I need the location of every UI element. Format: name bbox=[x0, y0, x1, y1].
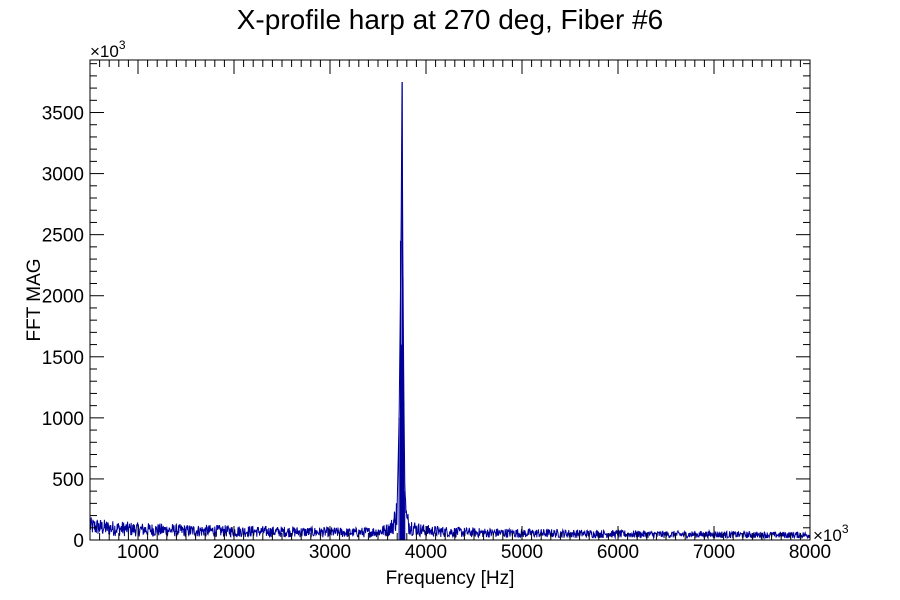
y-multiplier-base: ×10 bbox=[90, 42, 119, 61]
y-tick-label: 3000 bbox=[42, 165, 84, 186]
y-axis-multiplier: ×103 bbox=[90, 38, 126, 61]
y-tick-label: 500 bbox=[52, 470, 84, 491]
x-axis-title: Frequency [Hz] bbox=[386, 568, 515, 589]
svg-text:×103: ×103 bbox=[90, 38, 126, 61]
y-tick-label: 0 bbox=[73, 531, 84, 552]
x-multiplier-base: ×10 bbox=[813, 526, 842, 545]
x-multiplier-exp: 3 bbox=[842, 522, 849, 536]
x-tick-label: 3000 bbox=[309, 542, 351, 563]
x-tick-label: 6000 bbox=[597, 542, 639, 563]
ticks-layer bbox=[89, 60, 811, 541]
series-line bbox=[89, 81, 811, 541]
x-tick-label: 2000 bbox=[213, 542, 255, 563]
x-tick-label: 5000 bbox=[501, 542, 543, 563]
y-tick-label: 1500 bbox=[42, 348, 84, 369]
x-tick-label: 8000 bbox=[789, 542, 831, 563]
x-axis-multiplier: ×103 bbox=[813, 522, 849, 545]
tick-labels-layer: 1000 2000 3000 4000 5000 6000 7000 8000 0 500 1000… bbox=[42, 104, 831, 563]
y-tick-label: 1000 bbox=[42, 409, 84, 430]
x-tick-label: 7000 bbox=[693, 542, 735, 563]
svg-text:×103: ×103 bbox=[813, 522, 849, 545]
y-axis-title: FFT MAG bbox=[24, 258, 45, 341]
x-tick-label: 1000 bbox=[117, 542, 159, 563]
y-multiplier-exp: 3 bbox=[119, 38, 126, 52]
y-tick-label: 2500 bbox=[42, 226, 84, 247]
series-layer bbox=[89, 81, 811, 541]
y-tick-label: 2000 bbox=[42, 287, 84, 308]
chart-title: X-profile harp at 270 deg, Fiber #6 bbox=[237, 4, 663, 35]
plot-frame bbox=[89, 59, 811, 541]
y-tick-label: 3500 bbox=[42, 104, 84, 125]
x-tick-label: 4000 bbox=[405, 542, 447, 563]
